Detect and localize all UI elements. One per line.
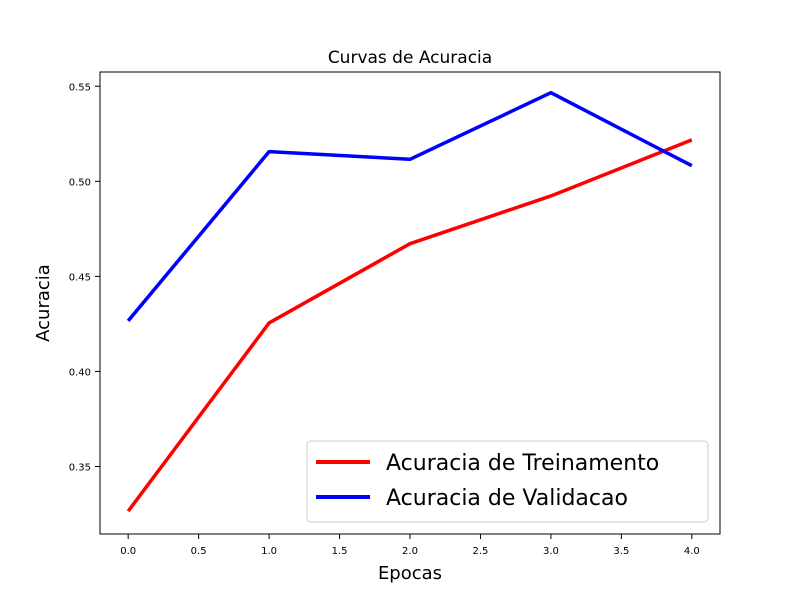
- x-tick-label: 1.5: [332, 546, 348, 557]
- x-tick-label: 0.0: [120, 546, 136, 557]
- legend-label-validation: Acuracia de Validacao: [386, 486, 628, 511]
- legend: Acuracia de Treinamento Acuracia de Vali…: [307, 441, 708, 522]
- y-tick-label: 0.45: [69, 272, 91, 283]
- y-tick-label: 0.55: [69, 82, 91, 93]
- x-tick-label: 4.0: [684, 546, 700, 557]
- x-tick-label: 2.0: [402, 546, 418, 557]
- legend-label-training: Acuracia de Treinamento: [386, 451, 659, 476]
- x-tick-label: 1.0: [261, 546, 277, 557]
- x-axis-label: Epocas: [378, 563, 442, 584]
- x-tick-label: 0.5: [191, 546, 207, 557]
- y-tick-label: 0.40: [69, 367, 91, 378]
- y-tick-label: 0.50: [69, 177, 91, 188]
- x-tick-label: 3.0: [543, 546, 559, 557]
- y-tick-label: 0.35: [69, 463, 91, 474]
- x-tick-label: 3.5: [613, 546, 629, 557]
- chart-title: Curvas de Acuracia: [328, 48, 492, 68]
- y-axis-label: Acuracia: [33, 264, 54, 342]
- x-tick-label: 2.5: [473, 546, 489, 557]
